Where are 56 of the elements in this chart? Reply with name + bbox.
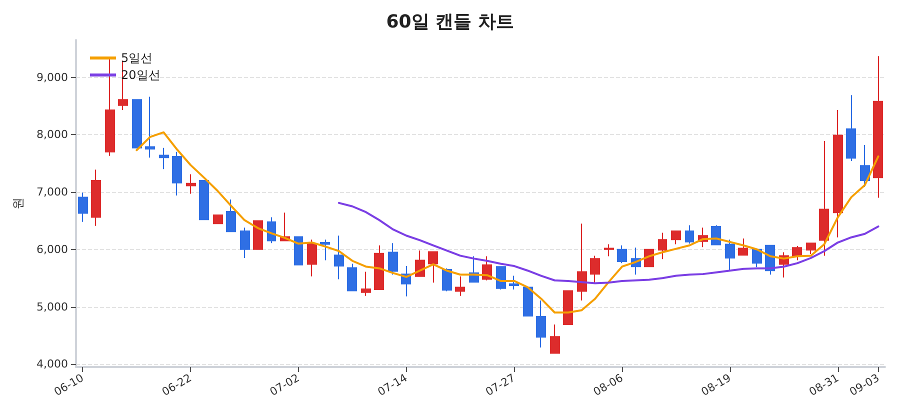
candlestick (563, 290, 573, 326)
candlestick (347, 263, 357, 292)
candlestick (738, 238, 748, 256)
candlestick (846, 94, 856, 162)
candlestick (455, 276, 465, 296)
y-tick-label: 8,000 (36, 128, 68, 142)
candlestick (819, 140, 829, 256)
y-tick-label: 9,000 (36, 70, 68, 84)
candlestick (550, 324, 560, 354)
y-tick-label: 6,000 (36, 242, 68, 256)
y-tick-label: 4,000 (36, 358, 68, 371)
candlestick (388, 242, 398, 276)
candlestick (860, 144, 870, 188)
candlestick (658, 232, 667, 260)
candlestick (590, 255, 600, 284)
y-tick-label: 5,000 (36, 300, 68, 314)
candlestick (145, 96, 155, 158)
candlestick (442, 268, 452, 292)
candlestick (428, 251, 438, 284)
candlestick (833, 109, 843, 238)
candlestick (91, 169, 101, 226)
candlestick (577, 223, 587, 301)
y-axis-title: 원 (11, 198, 25, 210)
candlestick (253, 220, 263, 250)
candlestick (604, 244, 614, 257)
chart-title: 60일 캔들 차트 (386, 12, 514, 32)
candlestick (199, 180, 209, 220)
candlestick (496, 266, 506, 290)
candlestick (320, 239, 330, 261)
candlestick (752, 248, 762, 268)
candlestick (873, 56, 883, 198)
candlestick (294, 236, 303, 266)
candlestick (361, 271, 371, 296)
candlestick (334, 235, 344, 280)
candlestick (523, 286, 533, 316)
y-tick-label: 7,000 (36, 186, 68, 199)
candlestick (78, 192, 88, 222)
candlestick (806, 242, 816, 254)
line-series (136, 131, 880, 314)
candlestick (132, 99, 142, 148)
candlestick (226, 198, 236, 232)
candlestick (240, 227, 250, 258)
candlestick (186, 174, 196, 194)
candlestick (671, 230, 681, 245)
candlestick (307, 239, 317, 277)
candlestick (617, 244, 627, 264)
candlestick (159, 147, 169, 170)
legend-label: 5일선 (121, 51, 153, 65)
candlestick (725, 239, 735, 271)
candlestick (172, 151, 182, 196)
candlestick (374, 244, 384, 290)
candlestick (105, 59, 115, 156)
candlestick (213, 214, 223, 224)
candlestick (536, 300, 546, 348)
line-series (338, 202, 880, 284)
candlestick (685, 224, 694, 244)
